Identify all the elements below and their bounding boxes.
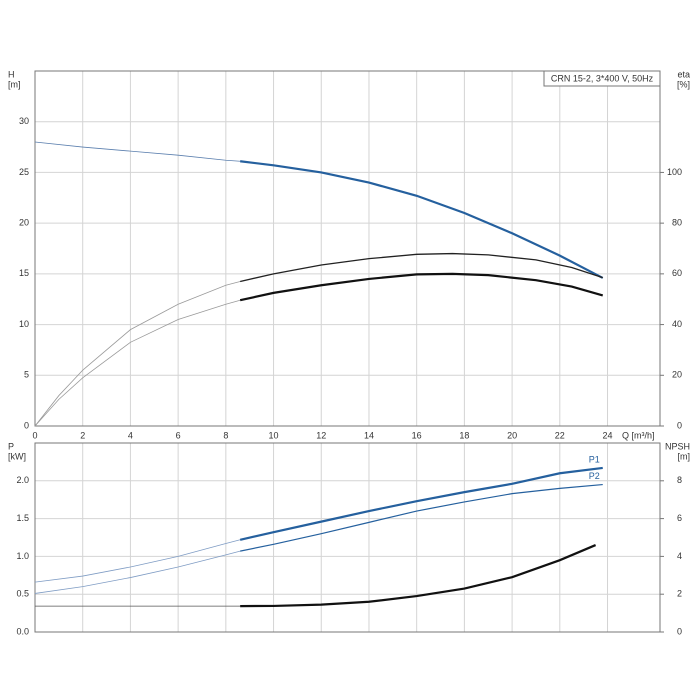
curve	[34, 550, 241, 594]
x-tick-label: 18	[459, 430, 469, 440]
y2-tick-label: 80	[672, 218, 682, 228]
x-tick-label: 24	[603, 430, 613, 440]
y2-tick-label: 0	[677, 626, 682, 636]
y2-tick-label: 8	[677, 475, 682, 485]
curve	[239, 466, 603, 541]
plot-frame	[34, 442, 661, 633]
y2-axis-label: [%]	[677, 79, 690, 89]
y2-axis-label: NPSH	[665, 441, 690, 451]
x-tick-label: 10	[269, 430, 279, 440]
curve	[34, 299, 241, 427]
series-label: P2	[589, 471, 600, 481]
curve	[240, 252, 603, 283]
curve	[34, 281, 241, 427]
plot-frame	[34, 70, 661, 427]
x-tick-label: 6	[176, 430, 181, 440]
y2-tick-label: 2	[677, 589, 682, 599]
y-tick-label: 0	[24, 420, 29, 430]
y2-tick-label: 20	[672, 370, 682, 380]
y-tick-label: 1.5	[16, 513, 29, 523]
curve	[240, 483, 603, 552]
y-tick-label: 10	[19, 319, 29, 329]
curve	[34, 141, 241, 162]
x-tick-label: 2	[80, 430, 85, 440]
x-tick-label: 8	[223, 430, 228, 440]
y-axis-label: P	[8, 441, 14, 451]
y2-axis-label: eta	[677, 69, 690, 79]
x-tick-label: 4	[128, 430, 133, 440]
curve	[34, 539, 241, 583]
y-tick-label: 30	[19, 116, 29, 126]
curve	[240, 544, 597, 608]
y-tick-label: 20	[19, 218, 29, 228]
y-tick-label: 0.0	[16, 626, 29, 636]
y2-tick-label: 6	[677, 513, 682, 523]
curve	[240, 160, 604, 279]
x-tick-label: 14	[364, 430, 374, 440]
y2-tick-label: 40	[672, 319, 682, 329]
series-label: P1	[589, 454, 600, 464]
y-tick-label: 15	[19, 268, 29, 278]
y2-tick-label: 60	[672, 268, 682, 278]
y2-tick-label: 0	[677, 420, 682, 430]
y2-tick-label: 4	[677, 551, 682, 561]
x-tick-label: 20	[507, 430, 517, 440]
y-tick-label: 0.5	[16, 589, 29, 599]
y-axis-label: [m]	[8, 79, 21, 89]
y2-axis-label: [m]	[678, 451, 691, 461]
chart-title: CRN 15-2, 3*400 V, 50Hz	[551, 73, 654, 83]
title-box	[543, 70, 661, 87]
y-tick-label: 5	[24, 370, 29, 380]
y-tick-label: 25	[19, 167, 29, 177]
x-tick-label: 12	[316, 430, 326, 440]
x-tick-label: 16	[412, 430, 422, 440]
curve	[239, 272, 604, 302]
x-tick-label: 0	[32, 430, 37, 440]
y-axis-label: [kW]	[8, 451, 26, 461]
y-axis-label: H	[8, 69, 15, 79]
y-tick-label: 2.0	[16, 475, 29, 485]
x-axis-label: Q [m³/h]	[622, 430, 655, 440]
y2-tick-label: 100	[667, 167, 682, 177]
x-tick-label: 22	[555, 430, 565, 440]
y-tick-label: 1.0	[16, 551, 29, 561]
